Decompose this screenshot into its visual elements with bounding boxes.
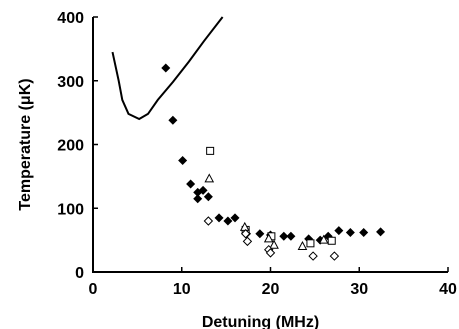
y-tick-label: 100 bbox=[57, 201, 84, 218]
open-square-point bbox=[327, 236, 336, 245]
filled-diamond-point bbox=[203, 192, 213, 202]
filled-diamond-point bbox=[279, 231, 289, 241]
filled-diamond-point bbox=[334, 226, 344, 236]
open-diamond-point bbox=[240, 229, 251, 239]
filled-diamond-point bbox=[168, 115, 178, 125]
filled-diamond-point bbox=[345, 227, 355, 237]
open-diamond-point bbox=[242, 236, 253, 247]
open-triangle-point bbox=[204, 173, 215, 183]
x-tick-label: 0 bbox=[89, 281, 98, 298]
open-triangle-point bbox=[263, 233, 274, 243]
open-triangle-point bbox=[297, 240, 308, 250]
open-triangle-point bbox=[318, 234, 329, 244]
open-diamond-point bbox=[329, 251, 340, 261]
filled-diamond-point bbox=[193, 194, 203, 204]
x-axis-label: Detuning (MHz) bbox=[202, 314, 319, 329]
x-tick-label: 30 bbox=[350, 281, 368, 298]
open-diamond-point bbox=[203, 216, 214, 226]
filled-diamond-point bbox=[376, 227, 386, 237]
open-square-point bbox=[206, 146, 215, 155]
filled-diamond-point bbox=[161, 63, 171, 73]
filled-diamond-point bbox=[230, 213, 240, 223]
filled-diamond-point bbox=[214, 213, 224, 223]
filled-diamond-point bbox=[178, 155, 188, 165]
open-diamond-point bbox=[308, 251, 318, 261]
open-triangle-point bbox=[269, 239, 279, 249]
filled-diamond-point bbox=[255, 229, 265, 239]
x-tick-label: 40 bbox=[439, 281, 457, 298]
open-square-point bbox=[306, 239, 315, 248]
filled-diamond-point bbox=[223, 216, 233, 226]
y-tick-label: 200 bbox=[57, 138, 84, 155]
y-axis-label: Temperature (μK) bbox=[17, 78, 34, 210]
fit-curve bbox=[111, 16, 224, 121]
x-tick-label: 20 bbox=[262, 281, 280, 298]
filled-diamond-point bbox=[359, 227, 369, 237]
y-tick-label: 400 bbox=[57, 10, 84, 27]
data-layer bbox=[111, 16, 386, 261]
y-tick-label: 0 bbox=[75, 265, 84, 282]
filled-diamond-point bbox=[186, 179, 196, 189]
y-tick-label: 300 bbox=[57, 74, 84, 91]
x-tick-label: 10 bbox=[173, 281, 191, 298]
filled-diamond-point bbox=[286, 231, 296, 241]
filled-diamond-point bbox=[198, 185, 208, 195]
open-diamond-point bbox=[265, 248, 276, 258]
